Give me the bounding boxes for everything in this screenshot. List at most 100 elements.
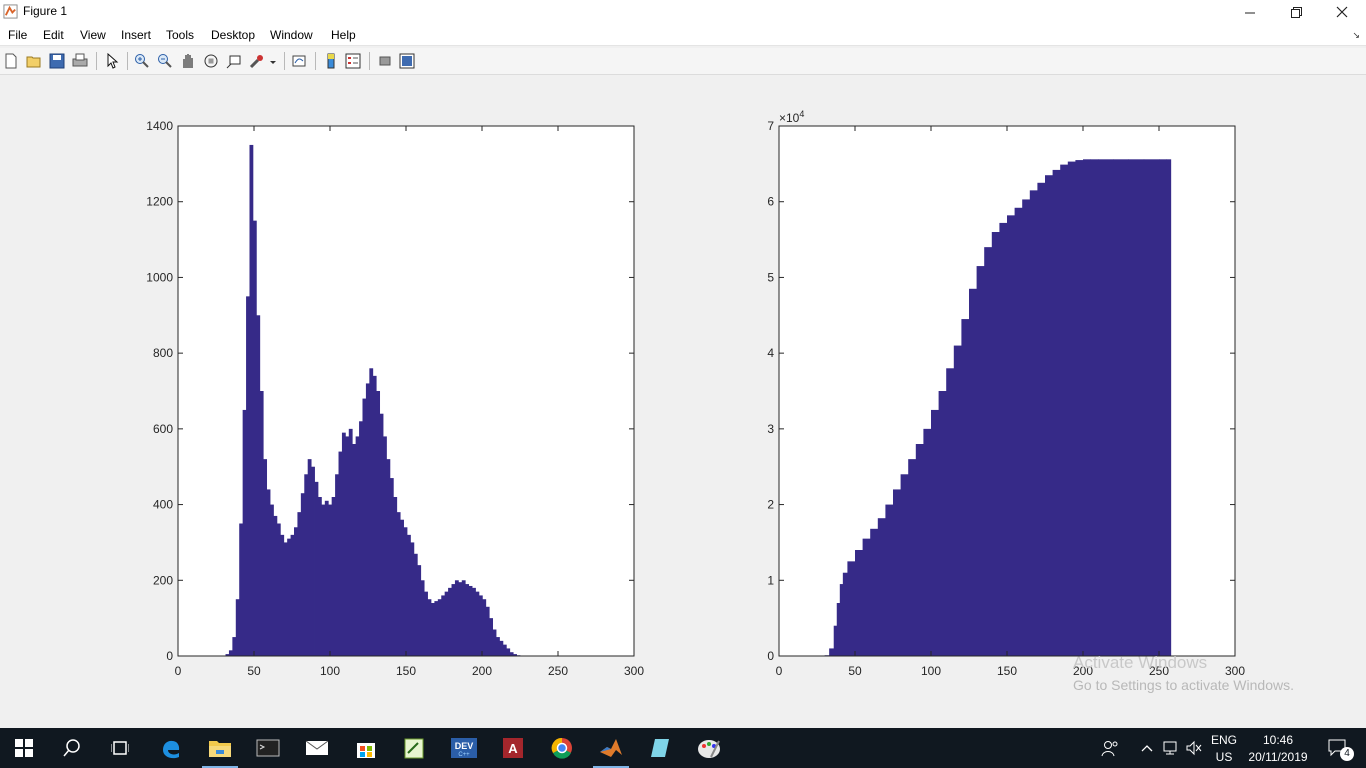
menu-desktop[interactable]: Desktop bbox=[211, 28, 256, 42]
cumulative-bar bbox=[991, 232, 1000, 656]
histogram-bar bbox=[335, 474, 339, 656]
tray-language[interactable]: ENG bbox=[1210, 733, 1237, 747]
dock-arrow-icon[interactable]: ↘ bbox=[1352, 30, 1360, 40]
histogram-bar bbox=[348, 428, 353, 656]
histogram-bar bbox=[389, 478, 394, 656]
x-tick-label: 0 bbox=[175, 664, 182, 678]
taskbar-notepad-plus[interactable] bbox=[390, 728, 438, 768]
matlab-icon bbox=[600, 739, 622, 757]
histogram-bar bbox=[246, 296, 250, 656]
y-tick-label: 600 bbox=[153, 422, 173, 436]
cumulative-bar bbox=[1029, 190, 1038, 656]
histogram-bar bbox=[369, 368, 374, 656]
zoom-out-icon[interactable] bbox=[157, 53, 173, 69]
minimize-button[interactable] bbox=[1227, 0, 1273, 24]
histogram-bar bbox=[235, 599, 240, 656]
tray-region[interactable]: US bbox=[1215, 750, 1233, 764]
cumulative-bar bbox=[915, 444, 924, 656]
close-button[interactable] bbox=[1319, 0, 1365, 24]
cumulative-histogram-axes[interactable]: 0 50 100 150 200 250 300 0 1 2 3 4 5 6 7 ×104 bbox=[767, 109, 1245, 678]
cumulative-bar bbox=[1075, 160, 1084, 657]
tray-show-hidden[interactable] bbox=[1137, 728, 1157, 768]
select-arrow-icon[interactable] bbox=[104, 53, 120, 69]
task-view-button[interactable] bbox=[96, 728, 144, 768]
tray-volume[interactable] bbox=[1183, 728, 1205, 768]
taskbar-store[interactable] bbox=[342, 728, 390, 768]
histogram-bar bbox=[465, 584, 470, 656]
menu-view[interactable]: View bbox=[80, 28, 106, 42]
cumulative-bar bbox=[893, 489, 901, 656]
menu-edit[interactable]: Edit bbox=[43, 28, 64, 42]
tray-network[interactable] bbox=[1160, 728, 1182, 768]
edge-icon bbox=[163, 740, 180, 759]
histogram-bar bbox=[294, 527, 298, 656]
new-figure-icon[interactable] bbox=[3, 53, 19, 69]
tray-people[interactable] bbox=[1088, 728, 1132, 768]
y-tick-label: 6 bbox=[767, 195, 774, 209]
toolbar-separator bbox=[127, 52, 128, 70]
y-tick-label: 0 bbox=[767, 649, 774, 663]
y-tick-label: 800 bbox=[153, 346, 173, 360]
link-plot-icon[interactable] bbox=[291, 53, 307, 69]
x-tick-label: 200 bbox=[472, 664, 492, 678]
histogram-bar bbox=[311, 466, 315, 656]
tray-clock-time[interactable]: 10:46 bbox=[1262, 733, 1294, 747]
search-button[interactable] bbox=[48, 728, 96, 768]
cumulative-bar bbox=[908, 459, 917, 656]
save-icon[interactable] bbox=[49, 53, 65, 69]
taskbar-devcpp[interactable]: DEV C++ bbox=[440, 728, 488, 768]
svg-text:C++: C++ bbox=[458, 752, 470, 758]
legend-icon[interactable] bbox=[345, 53, 361, 69]
tray-clock-date[interactable]: 20/11/2019 bbox=[1248, 750, 1308, 764]
print-icon[interactable] bbox=[72, 53, 88, 69]
taskbar-mail[interactable] bbox=[293, 728, 341, 768]
histogram-bar bbox=[492, 629, 497, 656]
x-tick-label: 150 bbox=[396, 664, 416, 678]
histogram-axes[interactable]: 0 50 100 150 200 250 300 0 200 400 600 800 1000 1200 1… bbox=[146, 119, 644, 678]
rotate-3d-icon[interactable] bbox=[203, 53, 219, 69]
taskbar-edge[interactable] bbox=[147, 728, 195, 768]
menu-file[interactable]: File bbox=[8, 28, 28, 42]
restore-button[interactable] bbox=[1273, 0, 1319, 24]
histogram-bar bbox=[427, 599, 432, 656]
action-center-button[interactable]: 4 bbox=[1316, 728, 1360, 768]
y-tick-label: 400 bbox=[153, 498, 173, 512]
histogram-bar bbox=[266, 489, 271, 656]
open-file-icon[interactable] bbox=[26, 53, 42, 69]
histogram-bar bbox=[376, 391, 381, 656]
taskbar-terminal[interactable] bbox=[244, 728, 292, 768]
histogram-bar bbox=[352, 444, 357, 656]
y-tick-label: 7 bbox=[767, 119, 774, 133]
histogram-bar bbox=[407, 534, 411, 656]
menu-window[interactable]: Window bbox=[270, 28, 313, 42]
cumulative-bar bbox=[1098, 159, 1114, 657]
histogram-bar bbox=[434, 601, 439, 656]
taskbar-access[interactable]: A bbox=[489, 728, 537, 768]
menu-tools[interactable]: Tools bbox=[166, 28, 195, 42]
histogram-bar bbox=[321, 504, 326, 656]
data-cursor-icon[interactable] bbox=[226, 53, 242, 69]
menu-help[interactable]: Help bbox=[331, 28, 356, 42]
colorbar-icon[interactable] bbox=[323, 53, 339, 69]
taskbar-paint[interactable] bbox=[685, 728, 733, 768]
volume-muted-icon bbox=[1186, 740, 1202, 756]
x-tick-label: 50 bbox=[247, 664, 261, 678]
taskbar-file-explorer[interactable] bbox=[196, 728, 244, 768]
brush-dropdown-icon[interactable] bbox=[268, 53, 278, 69]
taskbar-chrome[interactable] bbox=[538, 728, 586, 768]
hide-plot-tools-icon[interactable] bbox=[377, 53, 393, 69]
zoom-in-icon[interactable] bbox=[134, 53, 150, 69]
brush-icon[interactable] bbox=[249, 53, 265, 69]
x-tick-label: 50 bbox=[848, 664, 862, 678]
pan-icon[interactable] bbox=[180, 53, 196, 69]
start-button[interactable] bbox=[0, 728, 48, 768]
taskbar-sticky-notes[interactable] bbox=[636, 728, 684, 768]
histogram-bar bbox=[228, 650, 233, 656]
menu-insert[interactable]: Insert bbox=[121, 28, 152, 42]
figure-canvas[interactable]: 0 50 100 150 200 250 300 0 200 400 600 800 1000 1200 1… bbox=[0, 76, 1366, 728]
show-plot-tools-icon[interactable] bbox=[399, 53, 415, 69]
y-tick-label: 1200 bbox=[146, 195, 173, 209]
taskbar-matlab[interactable] bbox=[587, 728, 635, 768]
histogram-bar bbox=[328, 504, 333, 656]
